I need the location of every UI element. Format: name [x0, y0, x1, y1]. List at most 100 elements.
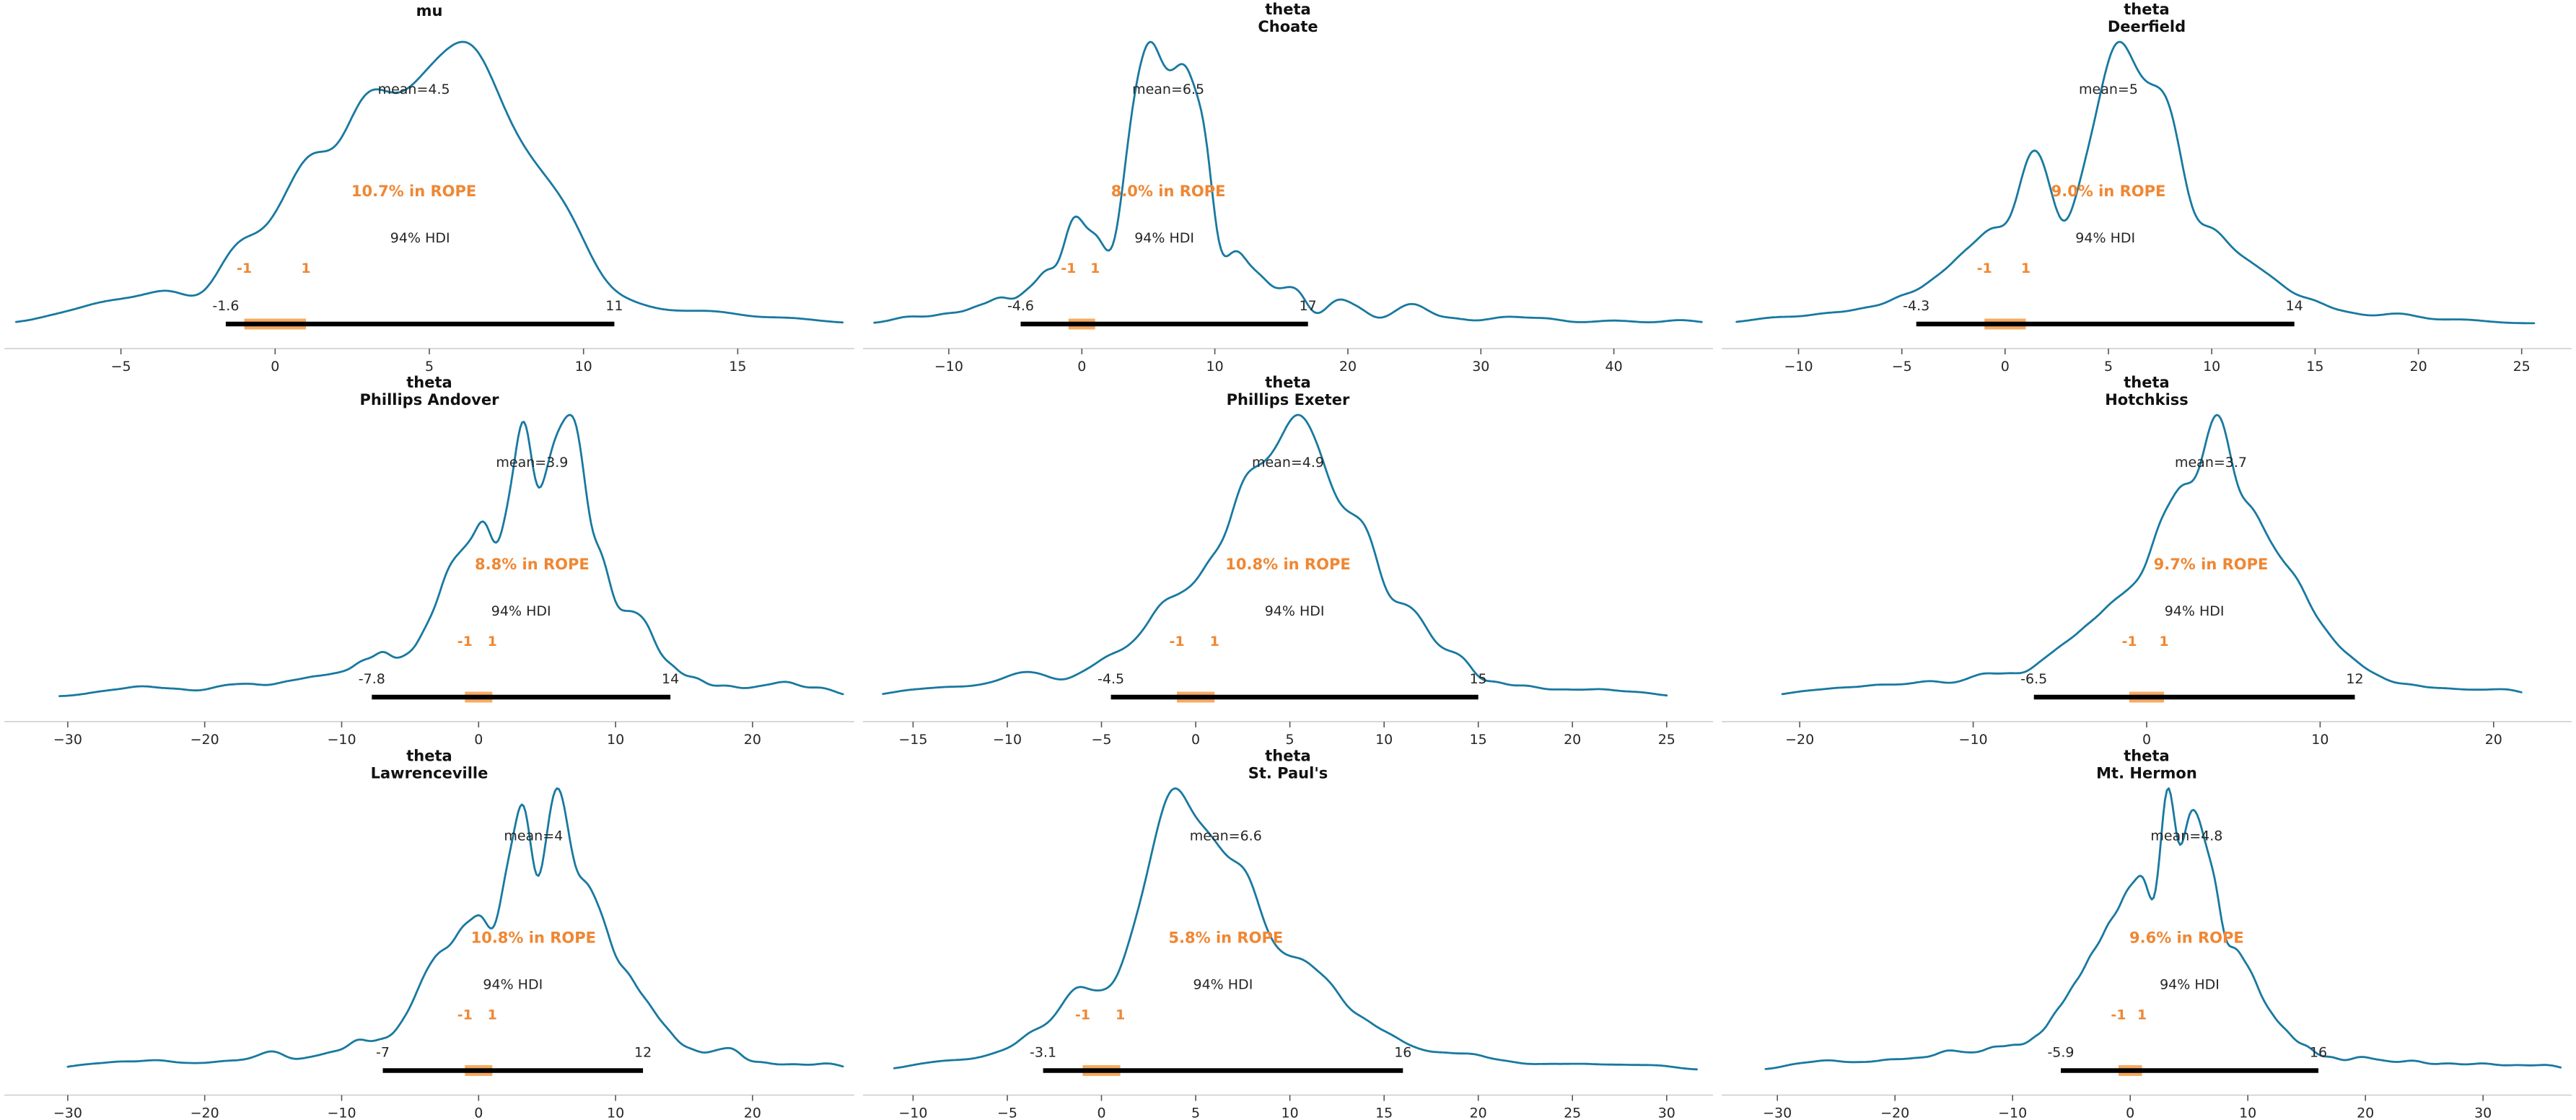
plot-title: theta — [406, 748, 452, 765]
density-curve — [882, 414, 1668, 697]
x-tick-label: 20 — [744, 1106, 761, 1120]
plot-title: theta — [1265, 374, 1310, 391]
x-tick-label: 15 — [729, 359, 746, 373]
rope-lower-tick-label: -1 — [1977, 261, 1992, 276]
hdi-lower-label: -4.6 — [1007, 298, 1034, 314]
plot-title: theta — [406, 374, 452, 391]
rope-percent-label: 9.7% in ROPE — [2154, 556, 2269, 573]
x-tick-label: 0 — [474, 1106, 483, 1120]
posterior-plot-choate: theta Choate mean=6.5 8.0% in ROPE 94% HDI -1… — [859, 0, 1717, 373]
x-tick-label: −20 — [190, 1106, 219, 1120]
posterior-plot-mu: mu mean=4.5 10.7% in ROPE 94% HDI -1 1 -1.6 11 −… — [0, 0, 859, 373]
density-curve — [14, 40, 844, 324]
x-tick-label: −20 — [190, 732, 219, 746]
x-tick-label: −20 — [1785, 732, 1814, 746]
x-tick-label: −5 — [111, 359, 131, 373]
rope-percent-label: 5.8% in ROPE — [1168, 929, 1283, 947]
rope-upper-tick-label: 1 — [1090, 261, 1100, 276]
rope-percent-label: 9.6% in ROPE — [2129, 929, 2244, 947]
x-tick-label: 25 — [1564, 1106, 1581, 1120]
x-tick-label: 20 — [1339, 359, 1357, 373]
x-tick-label: 10 — [1375, 732, 1393, 746]
rope-percent-label: 10.8% in ROPE — [471, 929, 596, 947]
posterior-plot-hotchkiss: theta Hotchkiss mean=3.7 9.7% in ROPE 94% HD… — [1717, 373, 2576, 746]
posterior-plot-lawrenceville: theta Lawrenceville mean=4 10.8% in ROPE 94%… — [0, 746, 859, 1120]
plot-subtitle: Deerfield — [2108, 18, 2186, 35]
posterior-plot-phillips-andover: theta Phillips Andover mean=3.9 8.8% in ROP… — [0, 373, 859, 746]
x-tick-label: 10 — [1206, 359, 1224, 373]
x-tick-label: 10 — [2203, 359, 2220, 373]
hdi-label: 94% HDI — [2075, 230, 2135, 246]
density-curve — [1735, 40, 2536, 325]
mean-label: mean=6.5 — [1132, 82, 1204, 97]
rope-lower-tick-label: -1 — [237, 261, 252, 276]
hdi-label: 94% HDI — [483, 977, 543, 993]
x-tick-label: −5 — [1091, 732, 1111, 746]
x-tick-label: 0 — [1077, 359, 1086, 373]
x-tick-label: −10 — [327, 732, 356, 746]
rope-lower-tick-label: -1 — [2111, 1007, 2126, 1023]
plot-title: theta — [1265, 1, 1310, 18]
x-tick-label: 40 — [1605, 359, 1623, 373]
rope-percent-label: 9.0% in ROPE — [2051, 183, 2166, 200]
hdi-upper-label: 14 — [662, 671, 679, 687]
hdi-label: 94% HDI — [1193, 977, 1253, 993]
hdi-label: 94% HDI — [1265, 603, 1325, 619]
rope-percent-label: 8.0% in ROPE — [1111, 183, 1226, 200]
x-tick-label: −10 — [934, 359, 963, 373]
x-tick-label: 0 — [2001, 359, 2010, 373]
rope-percent-label: 10.8% in ROPE — [1225, 556, 1350, 573]
hdi-lower-label: -7.8 — [359, 671, 385, 687]
hdi-label: 94% HDI — [390, 230, 450, 246]
plot-title: mu — [416, 2, 443, 19]
density-curve — [1764, 787, 2562, 1070]
x-tick-label: −10 — [1959, 732, 1988, 746]
mean-label: mean=3.7 — [2175, 455, 2247, 471]
x-tick-label: 5 — [425, 359, 434, 373]
x-tick-label: −20 — [1880, 1106, 1909, 1120]
x-tick-label: 0 — [2142, 732, 2151, 746]
rope-upper-tick-label: 1 — [488, 634, 497, 649]
plot-subtitle: Lawrenceville — [371, 765, 489, 782]
x-tick-label: 20 — [1470, 1106, 1487, 1120]
hdi-upper-label: 16 — [1394, 1045, 1411, 1061]
density-curve — [58, 414, 844, 697]
rope-upper-tick-label: 1 — [301, 261, 310, 276]
x-tick-label: 0 — [474, 732, 483, 746]
mean-label: mean=3.9 — [496, 455, 568, 471]
x-tick-label: 20 — [2410, 359, 2427, 373]
x-tick-label: 5 — [1191, 1106, 1200, 1120]
density-curve — [893, 787, 1698, 1071]
x-tick-label: 20 — [1564, 732, 1581, 746]
hdi-upper-label: 12 — [2346, 671, 2363, 687]
mean-label: mean=5 — [2079, 82, 2138, 97]
plot-subtitle: Phillips Exeter — [1227, 391, 1350, 408]
rope-percent-label: 8.8% in ROPE — [475, 556, 590, 573]
hdi-upper-label: 17 — [1300, 298, 1317, 314]
x-tick-label: 5 — [2104, 359, 2113, 373]
hdi-upper-label: 11 — [605, 298, 623, 314]
rope-lower-tick-label: -1 — [457, 1007, 473, 1023]
x-tick-label: −10 — [327, 1106, 356, 1120]
x-tick-label: 10 — [575, 359, 592, 373]
rope-upper-tick-label: 1 — [488, 1007, 497, 1023]
density-curve — [1781, 414, 2523, 696]
hdi-lower-label: -5.9 — [2047, 1045, 2074, 1061]
x-tick-label: 10 — [607, 1106, 624, 1120]
x-tick-label: −15 — [898, 732, 927, 746]
x-tick-label: 20 — [744, 732, 761, 746]
posterior-plot-st-paul-s: theta St. Paul's mean=6.6 5.8% in ROPE 94% H… — [859, 746, 1717, 1120]
rope-lower-tick-label: -1 — [457, 634, 473, 649]
x-tick-label: 25 — [1658, 732, 1675, 746]
plot-title: theta — [2124, 748, 2169, 765]
rope-upper-tick-label: 1 — [1210, 634, 1219, 649]
x-tick-label: 10 — [2239, 1106, 2256, 1120]
x-tick-label: 15 — [1470, 732, 1487, 746]
hdi-label: 94% HDI — [1134, 230, 1194, 246]
hdi-lower-label: -7 — [376, 1045, 390, 1061]
hdi-upper-label: 16 — [2310, 1045, 2327, 1061]
plot-canvas: mu mean=4.5 10.7% in ROPE 94% HDI -1 1 -1.6 11 −… — [4, 2, 854, 373]
plot-subtitle: Hotchkiss — [2105, 391, 2189, 408]
plot-title: theta — [2124, 374, 2169, 391]
